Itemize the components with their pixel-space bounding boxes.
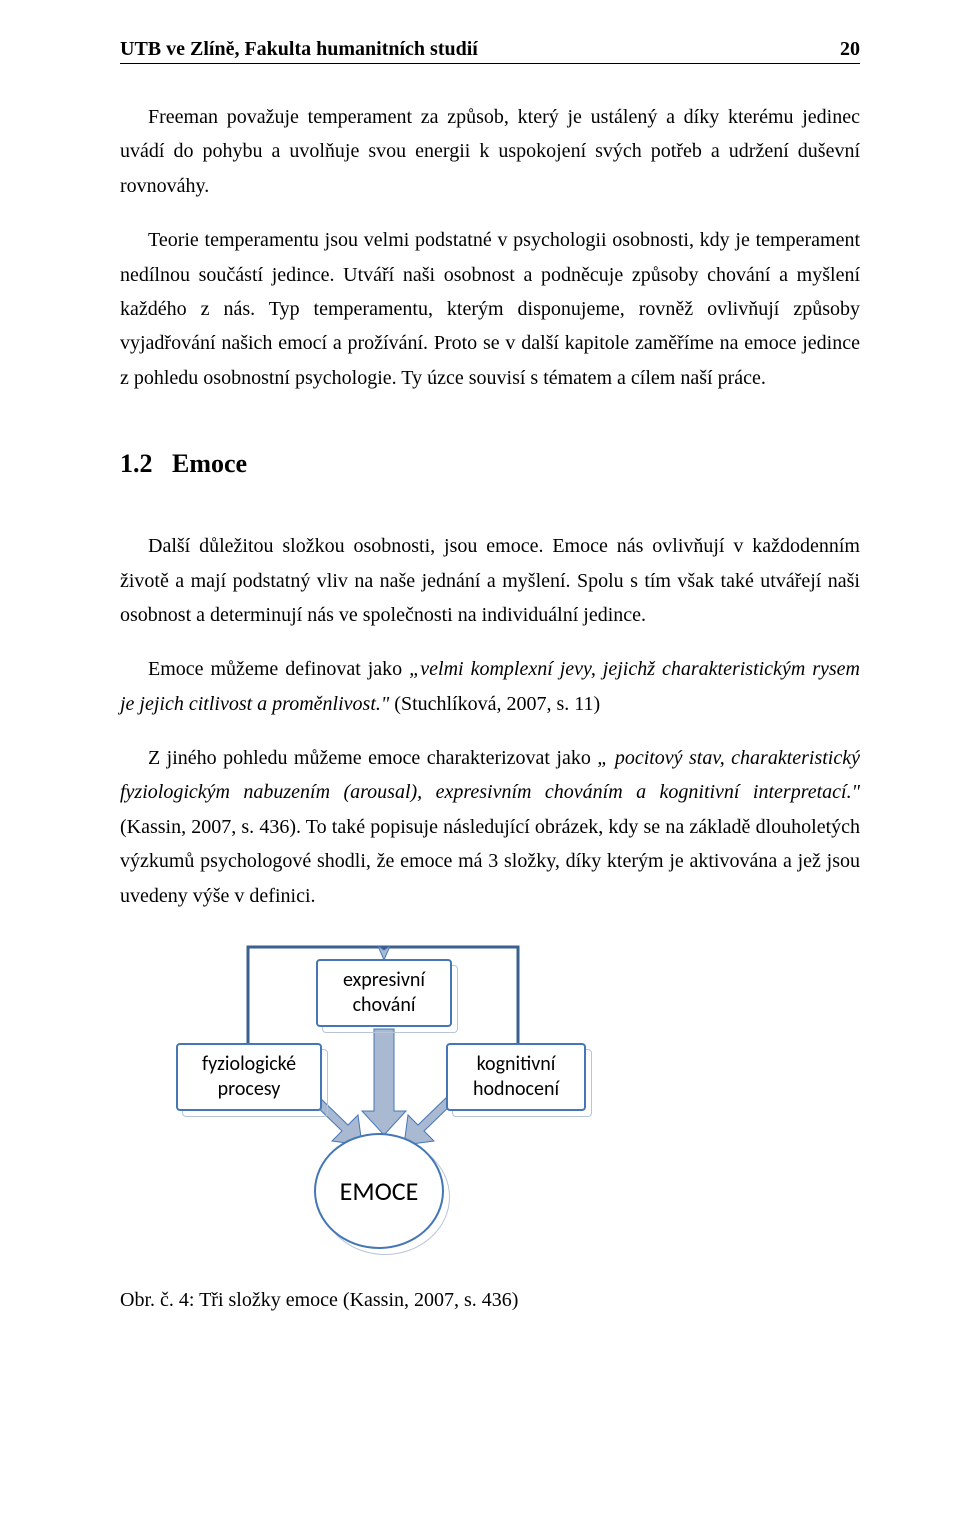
running-header: UTB ve Zlíně, Fakulta humanitních studií… — [120, 38, 860, 61]
figure-caption: Obr. č. 4: Tři složky emoce (Kassin, 200… — [120, 1289, 860, 1312]
body-paragraph-3: Z jiného pohledu můžeme emoce charakteri… — [120, 741, 860, 913]
b2-post: (Stuchlíková, 2007, s. 11) — [389, 693, 600, 715]
running-title: UTB ve Zlíně, Fakulta humanitních studií — [120, 38, 478, 61]
section-number: 1.2 — [120, 449, 153, 478]
b2-pre: Emoce můžeme definovat jako — [148, 658, 409, 680]
node-expresivni-chovani: expresivní chování — [316, 959, 452, 1027]
header-rule — [120, 63, 860, 64]
section-heading: 1.2 Emoce — [120, 449, 860, 479]
body-paragraph-1: Další důležitou složkou osobnosti, jsou … — [120, 529, 860, 632]
node-top-label: expresivní chování — [343, 968, 425, 1018]
node-right-label: kognitivní hodnocení — [473, 1052, 559, 1102]
node-kognitivni-hodnoceni: kognitivní hodnocení — [446, 1043, 586, 1111]
node-center-label: EMOCE — [340, 1175, 419, 1207]
body-paragraph-2: Emoce můžeme definovat jako „velmi kompl… — [120, 652, 860, 721]
b3-post: (Kassin, 2007, s. 436). To také popisuje… — [120, 816, 860, 907]
node-left-label: fyziologické procesy — [202, 1052, 296, 1102]
paragraph-1: Freeman považuje temperament za způsob, … — [120, 100, 860, 203]
page-number: 20 — [840, 38, 860, 61]
node-emoce: EMOCE — [314, 1133, 444, 1249]
emotion-components-diagram: expresivní chování fyziologické procesy … — [158, 943, 638, 1263]
b3-pre: Z jiného pohledu můžeme emoce charakteri… — [148, 747, 597, 769]
section-title: Emoce — [172, 449, 247, 478]
paragraph-2: Teorie temperamentu jsou velmi podstatné… — [120, 223, 860, 395]
node-fyziologicke-procesy: fyziologické procesy — [176, 1043, 322, 1111]
